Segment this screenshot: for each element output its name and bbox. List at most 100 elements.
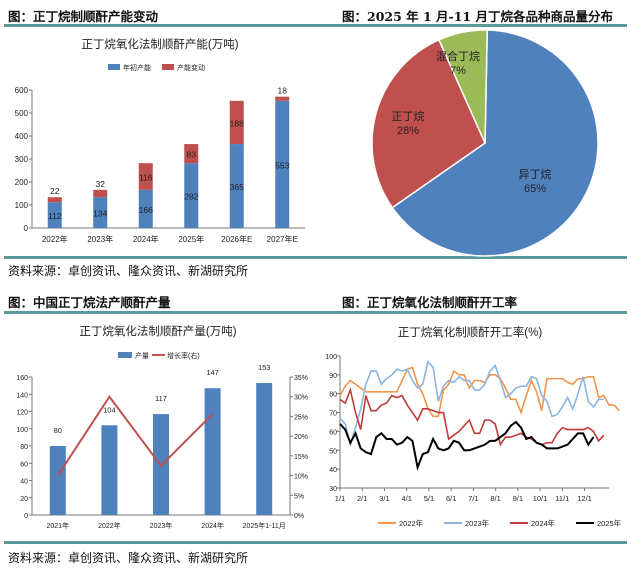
divider bbox=[4, 541, 627, 544]
x-tick-label: 8/1 bbox=[490, 494, 500, 503]
bar-capacity-change bbox=[93, 189, 108, 198]
data-label: 153 bbox=[258, 363, 271, 372]
x-tick-label: 2024年 bbox=[133, 234, 159, 244]
y2-tick-label: 30% bbox=[294, 395, 308, 402]
legend-swatch bbox=[108, 64, 120, 70]
slice-label: 混合丁烷 bbox=[436, 49, 480, 63]
x-tick-label: 2023年 bbox=[150, 521, 173, 530]
data-label: 112 bbox=[48, 211, 62, 221]
slice-label: 正丁烷 bbox=[392, 109, 425, 123]
y2-tick-label: 20% bbox=[294, 434, 308, 441]
y-tick-label: 100 bbox=[15, 201, 29, 210]
slice-percent: 7% bbox=[450, 65, 466, 77]
bar-initial-capacity bbox=[138, 189, 153, 228]
y-tick-label: 40 bbox=[329, 467, 337, 474]
divider bbox=[4, 256, 627, 259]
data-label: 18 bbox=[278, 86, 288, 96]
series-line-2024年 bbox=[339, 387, 605, 447]
x-tick-label: 2025年 bbox=[178, 234, 204, 244]
bar-initial-capacity bbox=[93, 197, 108, 228]
data-label: 553 bbox=[275, 160, 289, 170]
y2-tick-label: 5% bbox=[294, 493, 304, 500]
y-tick-label: 140 bbox=[16, 392, 28, 399]
y2-tick-label: 25% bbox=[294, 414, 308, 421]
data-label: 188 bbox=[230, 118, 244, 128]
y-tick-label: 80 bbox=[20, 444, 28, 451]
bar-output bbox=[49, 446, 66, 515]
y-tick-label: 0 bbox=[24, 513, 28, 520]
bar-capacity-change bbox=[47, 197, 62, 203]
y-tick-label: 200 bbox=[15, 178, 29, 187]
slice-percent: 28% bbox=[397, 125, 419, 137]
data-label: 166 bbox=[139, 205, 153, 215]
x-tick-label: 9/1 bbox=[513, 494, 523, 503]
legend-label: 2022年 bbox=[399, 518, 424, 528]
data-label: 117 bbox=[155, 394, 167, 403]
x-tick-label: 6/1 bbox=[446, 494, 456, 503]
bar-initial-capacity bbox=[47, 202, 62, 228]
y-tick-label: 300 bbox=[15, 155, 29, 164]
figure-title-capacity: 图：正丁烷制顺酐产能变动 bbox=[8, 9, 159, 24]
slice-label: 异丁烷 bbox=[519, 167, 552, 181]
figure-title-butane-distribution: 图：2025 年 1 月-11 月丁烷各品种商品量分布 bbox=[342, 9, 613, 24]
x-tick-label: 2023年 bbox=[87, 234, 113, 244]
bar-output bbox=[256, 383, 273, 515]
slice-percent: 65% bbox=[524, 183, 546, 195]
y2-tick-label: 10% bbox=[294, 474, 308, 481]
y2-tick-label: 15% bbox=[294, 454, 308, 461]
x-tick-label: 2025年1-11月 bbox=[243, 521, 286, 530]
legend-swatch bbox=[162, 64, 174, 70]
data-label: 80 bbox=[54, 426, 62, 435]
y-tick-label: 100 bbox=[325, 354, 337, 361]
bar-initial-capacity bbox=[275, 100, 290, 228]
y-tick-label: 80 bbox=[329, 392, 337, 399]
data-label: 147 bbox=[206, 368, 219, 377]
data-label: 83 bbox=[187, 150, 197, 160]
x-tick-label: 7/1 bbox=[468, 494, 478, 503]
y-tick-label: 0 bbox=[24, 224, 29, 233]
x-tick-label: 5/1 bbox=[424, 494, 434, 503]
y-tick-label: 50 bbox=[329, 448, 337, 455]
bar-initial-capacity bbox=[229, 144, 244, 228]
y-tick-label: 100 bbox=[16, 427, 28, 434]
x-tick-label: 4/1 bbox=[401, 494, 411, 503]
y-tick-label: 600 bbox=[15, 86, 29, 95]
bar-capacity-change bbox=[184, 144, 199, 164]
y-tick-label: 60 bbox=[20, 461, 28, 468]
x-tick-label: 10/1 bbox=[533, 494, 548, 503]
y2-tick-label: 35% bbox=[294, 375, 308, 382]
data-label: 134 bbox=[93, 209, 107, 219]
legend-label: 2023年 bbox=[465, 518, 490, 528]
divider bbox=[4, 24, 627, 27]
legend-label: 2025年 bbox=[597, 518, 622, 528]
pie-slice bbox=[391, 29, 599, 257]
bar-capacity-change bbox=[275, 96, 290, 101]
series-line-2023年 bbox=[339, 359, 604, 448]
y-tick-label: 70 bbox=[329, 411, 337, 418]
y-tick-label: 20 bbox=[20, 496, 28, 503]
legend-label: 产能变动 bbox=[177, 63, 205, 72]
x-tick-label: 2022年 bbox=[42, 234, 68, 244]
legend-label: 增长率(右) bbox=[167, 351, 200, 360]
source-note: 资料来源：卓创资讯、隆众资讯、新湖研究所 bbox=[8, 551, 249, 565]
x-tick-label: 2/1 bbox=[357, 494, 367, 503]
series-line-2025年 bbox=[339, 420, 595, 471]
legend-label: 2024年 bbox=[531, 518, 556, 528]
bar-capacity-change bbox=[229, 100, 244, 145]
data-label: 104 bbox=[103, 405, 116, 414]
y-tick-label: 500 bbox=[15, 109, 29, 118]
x-tick-label: 3/1 bbox=[379, 494, 389, 503]
chart-title: 正丁烷氧化法制顺酐产能(万吨) bbox=[81, 37, 238, 51]
bar-output bbox=[101, 425, 118, 515]
x-tick-label: 11/1 bbox=[555, 494, 569, 503]
growth-rate-line bbox=[56, 394, 214, 477]
y-tick-label: 120 bbox=[16, 410, 28, 417]
x-tick-label: 2026年E bbox=[221, 234, 252, 244]
x-tick-label: 2024年 bbox=[201, 521, 224, 530]
x-tick-label: 2027年E bbox=[267, 234, 298, 244]
y-tick-label: 400 bbox=[15, 132, 29, 141]
x-tick-label: 2022年 bbox=[98, 521, 121, 530]
legend-label: 年初产能 bbox=[123, 63, 151, 72]
x-tick-label: 2021年 bbox=[47, 521, 70, 530]
